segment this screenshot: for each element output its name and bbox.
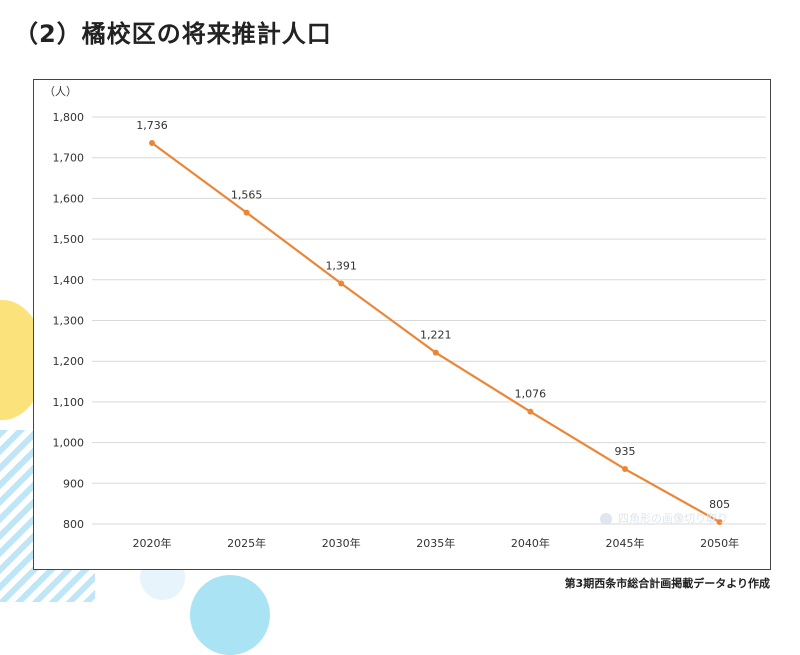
y-axis-tick-labels: 800 900 1,000 1,100 1,200 1,300 1,400 1,500 1,60… [53,111,85,531]
data-label: 935 [615,445,636,458]
watermark: 四角形の画像切り取り [600,510,728,526]
y-tick-label: 900 [63,477,84,490]
source-note: 第3期西条市総合計画掲載データより作成 [564,577,770,590]
data-point [622,466,628,473]
x-tick-label: 2040年 [511,536,550,550]
population-line-chart: 800 900 1,000 1,100 1,200 1,300 1,400 1,500 1,60… [44,85,766,550]
y-axis-unit-label: （人） [44,85,77,98]
x-tick-label: 2050年 [700,536,739,550]
watermark-text: 四角形の画像切り取り [618,512,728,525]
y-tick-label: 800 [63,518,84,531]
data-label: 1,736 [136,119,168,132]
y-tick-label: 1,200 [53,355,85,368]
data-label: 1,076 [515,388,547,401]
watermark-icon [600,513,612,525]
x-tick-label: 2020年 [133,536,172,550]
x-tick-label: 2025年 [227,536,266,550]
data-point [716,518,723,525]
y-tick-label: 1,800 [53,111,85,124]
y-tick-label: 1,500 [53,233,85,246]
x-tick-label: 2030年 [322,536,361,550]
data-label: 1,221 [420,329,452,342]
y-tick-label: 1,700 [53,152,85,165]
x-tick-label: 2035年 [416,536,455,550]
y-tick-label: 1,600 [53,192,85,205]
page-title: （2）橘校区の将来推計人口 [14,20,332,48]
data-label: 1,565 [231,189,263,202]
data-point [527,408,534,415]
data-label: 1,391 [325,259,357,272]
y-tick-label: 1,400 [53,274,85,287]
data-point [243,209,250,216]
data-point [149,140,155,147]
data-point [338,280,345,287]
y-tick-label: 1,100 [53,396,85,409]
data-label: 805 [709,498,730,511]
data-point [432,349,439,356]
grid-lines [92,116,766,525]
x-axis-tick-labels: 2020年 2025年 2030年 2035年 2040年 2045年 2050年 [133,536,740,550]
data-labels: 1,736 1,565 1,391 1,221 1,076 935 805 [136,119,730,511]
y-tick-label: 1,000 [53,437,85,450]
x-tick-label: 2045年 [606,536,645,550]
chart-frame [33,79,771,570]
data-points [149,140,723,525]
y-tick-label: 1,300 [53,315,85,328]
